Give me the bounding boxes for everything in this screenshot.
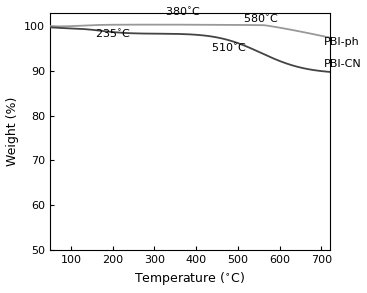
Y-axis label: Weight (%): Weight (%) (6, 97, 19, 166)
X-axis label: Temperature ($^{\circ}$C): Temperature ($^{\circ}$C) (134, 270, 245, 287)
Text: 380$^{\circ}$C: 380$^{\circ}$C (165, 6, 200, 18)
Text: PBI-ph: PBI-ph (324, 37, 360, 47)
Text: 580$^{\circ}$C: 580$^{\circ}$C (243, 13, 279, 25)
Text: 510$^{\circ}$C: 510$^{\circ}$C (211, 42, 247, 54)
Text: PBI-CN: PBI-CN (324, 59, 361, 69)
Text: 235$^{\circ}$C: 235$^{\circ}$C (95, 28, 130, 40)
